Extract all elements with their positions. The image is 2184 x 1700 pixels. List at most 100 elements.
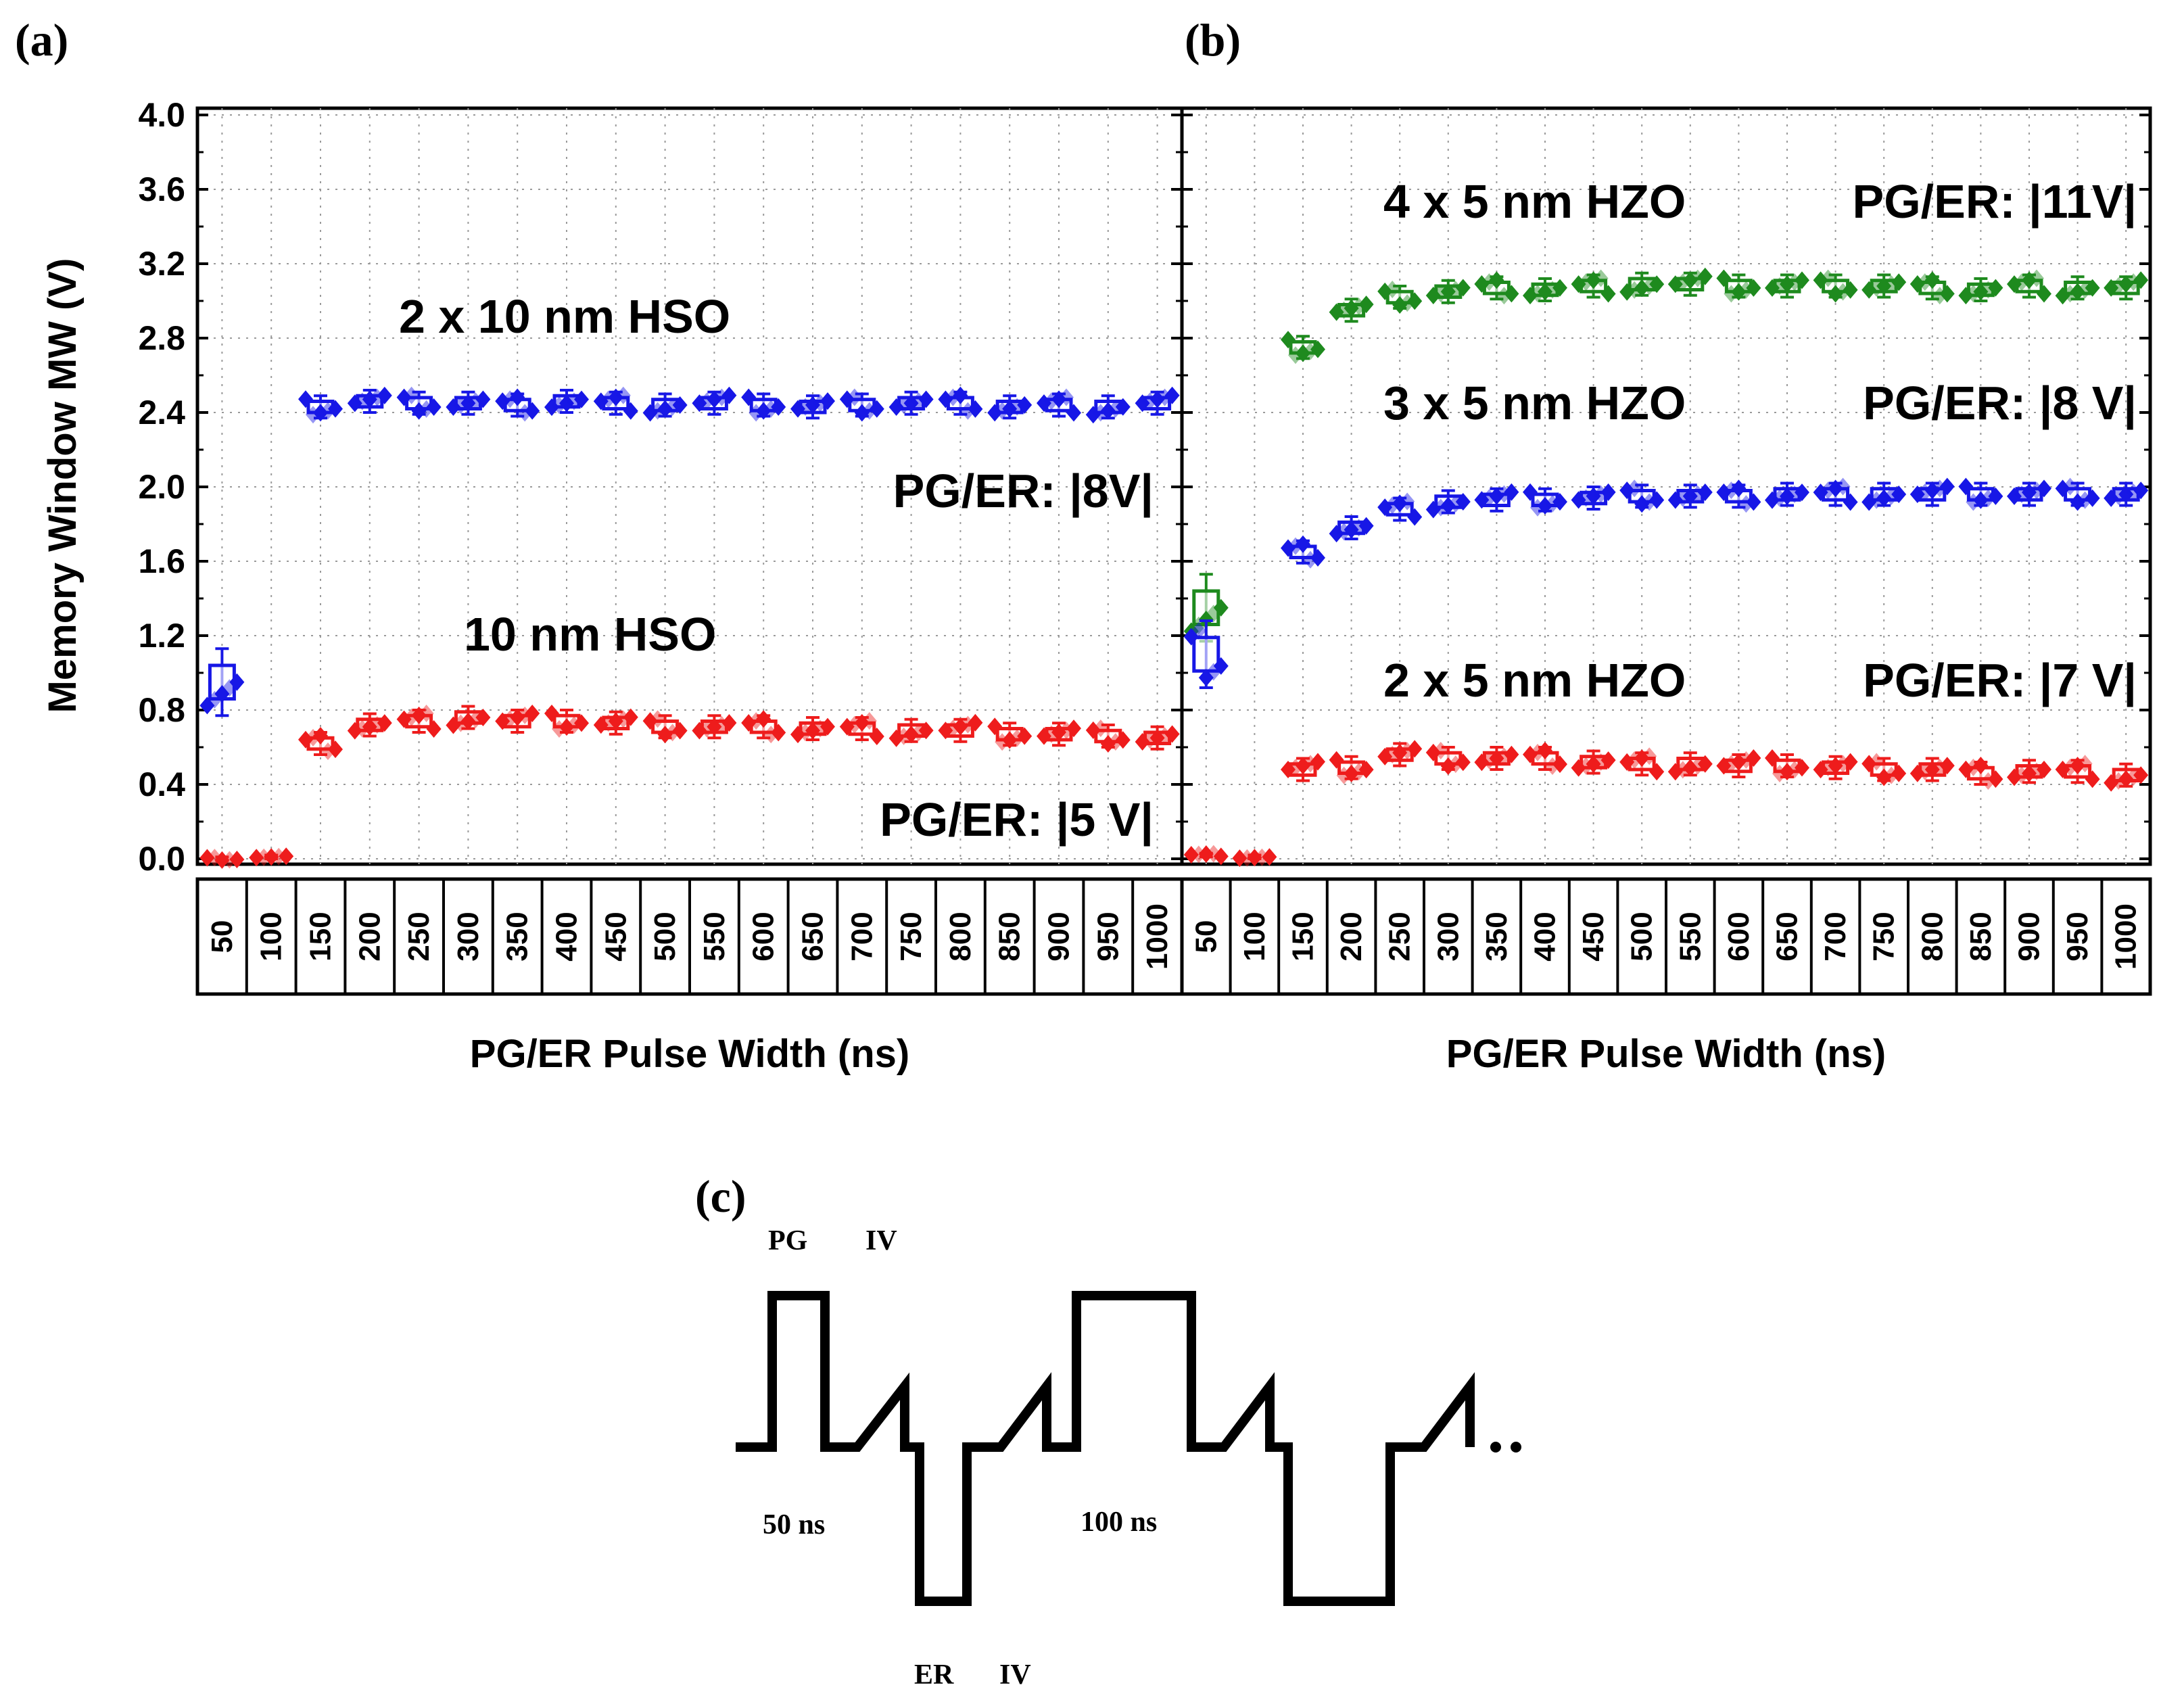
data-point-red	[1958, 756, 2003, 790]
data-point-green	[2104, 271, 2149, 301]
data-marker	[1716, 269, 1732, 287]
data-marker	[623, 708, 638, 726]
data-marker	[1939, 285, 1955, 303]
data-marker	[593, 392, 609, 410]
x-tick-label: 850	[1964, 912, 1997, 961]
data-marker	[1973, 491, 1989, 509]
data-marker	[1627, 479, 1642, 498]
label-50ns: 50 ns	[763, 1509, 825, 1540]
data-marker	[2037, 479, 2051, 498]
data-point-blue	[2104, 481, 2149, 507]
data-marker	[559, 718, 574, 736]
data-marker	[1296, 757, 1310, 775]
data-marker	[1358, 761, 1374, 779]
data-marker	[623, 402, 638, 420]
data-marker	[362, 717, 377, 736]
data-marker	[771, 398, 786, 416]
data-marker	[1164, 386, 1180, 404]
data-marker	[1504, 285, 1519, 303]
data-marker	[1619, 753, 1635, 771]
data-marker	[544, 398, 559, 417]
data-marker	[1795, 759, 1809, 777]
data-marker	[869, 400, 884, 418]
y-axis-ticks-a: 0.0 0.4 0.8 1.2 1.6 2.0 2.4 2.8 3.2 3.6 4.0	[138, 96, 1182, 878]
data-marker	[1891, 764, 1907, 782]
x-tick-label: 750	[1868, 912, 1901, 961]
data-point-blue	[1377, 492, 1423, 526]
data-marker	[1835, 477, 1851, 496]
ellipsis-dot-2	[1511, 1442, 1521, 1453]
x-tick-label: 100	[1238, 912, 1271, 961]
data-marker	[1765, 279, 1780, 297]
data-point-red	[1037, 719, 1081, 747]
data-marker	[2104, 489, 2119, 507]
data-marker	[411, 706, 427, 724]
data-point-blue	[298, 390, 343, 424]
data-marker	[1093, 719, 1108, 737]
annotation-4x5-hzo: 4 x 5 nm HZO	[1383, 175, 1686, 228]
data-marker	[721, 386, 737, 404]
data-marker	[1392, 296, 1408, 314]
data-point-red	[544, 704, 589, 738]
data-marker	[298, 390, 313, 408]
data-marker	[2029, 269, 2044, 287]
data-marker	[264, 848, 279, 866]
data-marker	[608, 712, 623, 730]
data-marker	[1649, 275, 1665, 293]
data-marker	[1958, 760, 1974, 778]
data-marker	[1296, 535, 1310, 553]
y-axis-title: Memory Window MW (V)	[41, 258, 85, 713]
data-marker	[1682, 271, 1698, 289]
data-marker	[707, 390, 722, 408]
y-tick-label: 2.0	[138, 468, 185, 506]
data-marker	[1600, 483, 1616, 501]
data-marker	[1213, 657, 1229, 675]
y-tick-label: 3.6	[138, 170, 185, 208]
data-point-blue	[593, 386, 638, 420]
data-marker	[1909, 764, 1925, 782]
data-marker	[1552, 279, 1567, 297]
data-point-blue	[1861, 481, 1907, 511]
series-b	[1183, 267, 2149, 868]
data-marker	[642, 404, 658, 422]
data-point-red	[692, 713, 737, 740]
data-marker	[495, 712, 511, 730]
data-point-red	[199, 849, 245, 869]
data-marker	[1504, 745, 1519, 763]
data-marker	[1329, 751, 1344, 769]
label-er: ER	[914, 1659, 954, 1691]
data-marker	[2022, 271, 2037, 289]
data-marker	[847, 388, 862, 406]
data-marker	[1765, 749, 1780, 767]
pulse-waveform	[736, 1291, 1475, 1606]
data-marker	[1780, 763, 1795, 781]
data-point-blue	[544, 389, 589, 417]
x-tick-label: 200	[1335, 912, 1368, 961]
data-point-blue	[1813, 477, 1858, 511]
x-tick-label: 150	[304, 912, 337, 961]
data-point-red	[2104, 762, 2149, 792]
data-marker	[2022, 764, 2037, 782]
data-marker	[1586, 755, 1601, 773]
data-point-blue	[2007, 479, 2051, 507]
data-marker	[869, 728, 884, 746]
data-point-blue	[446, 390, 491, 417]
x-tick-label: 950	[2061, 912, 2094, 961]
data-marker	[328, 400, 343, 418]
data-marker	[805, 396, 820, 414]
x-tick-label: 300	[452, 912, 485, 961]
data-marker	[672, 722, 688, 740]
data-point-blue	[347, 386, 392, 414]
label-100ns: 100 ns	[1081, 1507, 1157, 1538]
data-marker	[1455, 753, 1471, 772]
data-marker	[888, 398, 904, 417]
data-marker	[1115, 731, 1131, 749]
data-marker	[377, 386, 392, 404]
data-marker	[1504, 483, 1519, 501]
data-marker	[1667, 275, 1683, 293]
data-marker	[1198, 669, 1214, 687]
data-point-blue	[1765, 481, 1809, 509]
data-point-green	[1667, 267, 1713, 297]
data-marker	[411, 402, 427, 420]
